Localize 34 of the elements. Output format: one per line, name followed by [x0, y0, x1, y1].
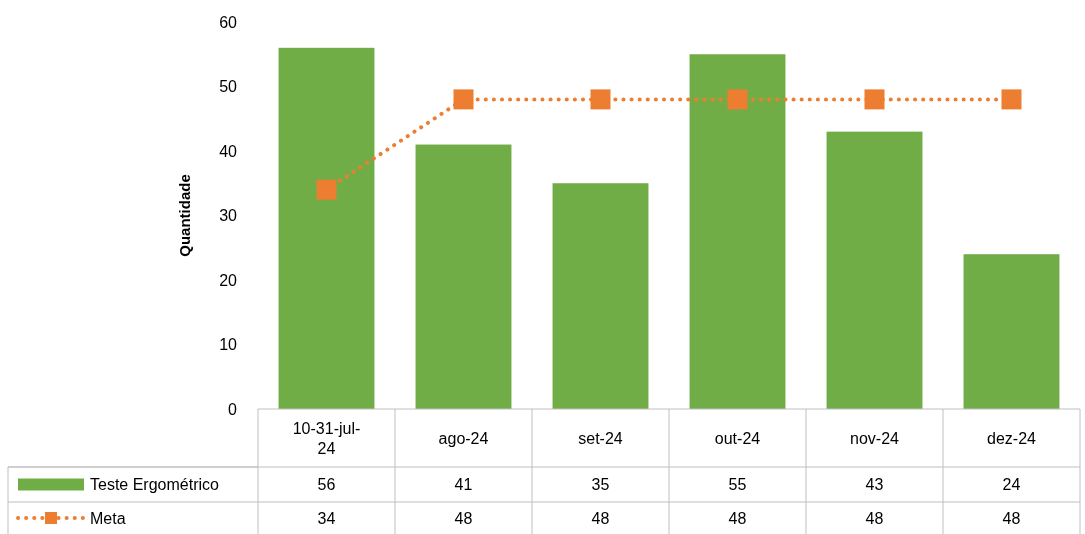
y-tick-label: 50	[219, 78, 238, 96]
bar	[278, 47, 375, 409]
data-label: 48	[454, 509, 473, 527]
y-tick-label: 30	[219, 207, 238, 225]
data-label: 34	[317, 509, 336, 527]
x-tick-label: ago-24	[438, 429, 489, 447]
legend-label: Teste Ergométrico	[90, 476, 220, 494]
bar	[963, 254, 1060, 409]
bar	[415, 144, 512, 409]
y-tick-label: 40	[219, 142, 238, 160]
legend-label: Meta	[90, 509, 126, 527]
data-label: 24	[1002, 476, 1021, 494]
y-axis-title: Quantidade	[176, 174, 193, 257]
y-tick-label: 10	[219, 336, 238, 354]
x-tick-label: 10-31-jul-24	[292, 419, 361, 457]
data-label: 48	[728, 509, 747, 527]
data-label: 43	[865, 476, 884, 494]
bar	[689, 54, 786, 409]
data-label: 48	[591, 509, 610, 527]
bar	[826, 131, 923, 409]
y-tick-label: 20	[219, 271, 238, 289]
bar	[552, 183, 649, 409]
x-tick-label: set-24	[578, 429, 623, 447]
data-label: 56	[317, 476, 336, 494]
data-label: 48	[865, 509, 884, 527]
x-tick-label: dez-24	[987, 429, 1037, 447]
data-label: 35	[591, 476, 610, 494]
data-label: 48	[1002, 509, 1021, 527]
data-label: 41	[454, 476, 473, 494]
y-tick-label: 0	[228, 400, 238, 418]
x-tick-label: nov-24	[850, 429, 900, 447]
y-tick-label: 60	[219, 13, 238, 31]
x-tick-label: out-24	[714, 429, 761, 447]
data-label: 55	[728, 476, 747, 494]
